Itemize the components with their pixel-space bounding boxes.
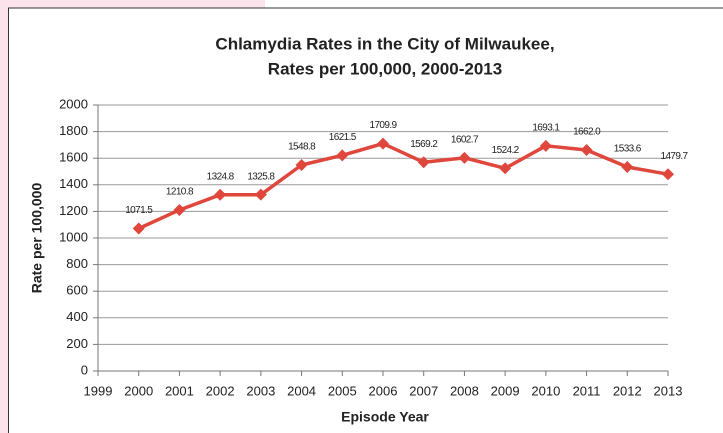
x-tick-label: 2000 <box>124 383 153 398</box>
x-tick-label: 2006 <box>369 383 398 398</box>
x-tick-label: 2009 <box>491 383 520 398</box>
data-point <box>621 161 634 174</box>
data-point <box>662 168 674 181</box>
y-tick-label: 600 <box>66 283 88 298</box>
x-tick-label: 2008 <box>450 383 479 398</box>
background-strip <box>0 0 265 8</box>
data-label: 1324.8 <box>207 171 235 182</box>
y-tick-label: 1600 <box>59 150 88 165</box>
data-label: 1210.8 <box>166 187 194 198</box>
x-tick-label: 1999 <box>84 383 113 398</box>
y-tick-label: 1200 <box>59 203 88 218</box>
data-label: 1621.5 <box>329 132 357 143</box>
data-line <box>137 141 669 231</box>
data-label: 1533.6 <box>614 144 642 155</box>
x-tick-label: 2012 <box>613 383 642 398</box>
x-tick-label: 2003 <box>246 383 275 398</box>
x-tick-label: 2001 <box>165 383 194 398</box>
data-label: 1479.7 <box>661 151 689 162</box>
y-tick-label: 0 <box>81 362 88 377</box>
background-strip <box>0 0 8 433</box>
data-point <box>173 203 186 216</box>
x-tick-label: 2002 <box>206 383 235 398</box>
y-tick-label: 2000 <box>59 96 88 111</box>
x-tick-label: 2010 <box>531 383 560 398</box>
data-label: 1569.2 <box>410 139 438 150</box>
data-point <box>295 159 308 172</box>
data-point <box>580 143 593 156</box>
x-tick-label: 2011 <box>573 383 601 398</box>
data-label: 1548.8 <box>288 142 316 153</box>
x-tick-label: 2004 <box>287 383 316 398</box>
y-tick-label: 800 <box>66 256 88 271</box>
data-label: 1602.7 <box>451 134 479 145</box>
data-point <box>254 188 267 201</box>
data-point <box>132 222 145 235</box>
data-point <box>336 149 349 162</box>
x-tick-label: 2005 <box>328 383 357 398</box>
x-tick-label: 2007 <box>409 383 438 398</box>
data-label: 1325.8 <box>247 171 275 182</box>
data-point <box>417 156 430 169</box>
y-tick-label: 400 <box>66 309 88 324</box>
data-label: 1709.9 <box>370 120 398 131</box>
y-tick-label: 1800 <box>59 123 88 138</box>
data-label: 1071.5 <box>125 205 153 216</box>
chart-subtitle: Rates per 100,000, 2000-2013 <box>268 59 502 78</box>
data-point <box>377 137 389 150</box>
x-axis-label: Episode Year <box>341 409 429 425</box>
data-label: 1524.2 <box>492 145 520 156</box>
data-label: 1662.0 <box>573 127 601 138</box>
y-tick-label: 1400 <box>59 176 88 191</box>
data-point <box>458 151 471 164</box>
x-tick-label: 2013 <box>654 383 683 398</box>
y-axis-label: Rate per 100,000 <box>29 183 45 294</box>
data-label: 1693.1 <box>532 122 560 133</box>
y-tick-label: 200 <box>66 336 88 351</box>
y-tick-label: 1000 <box>59 229 88 244</box>
data-point <box>539 139 552 152</box>
data-point <box>214 188 227 201</box>
data-point <box>499 162 512 175</box>
chart-title: Chlamydia Rates in the City of Milwaukee… <box>215 34 554 53</box>
